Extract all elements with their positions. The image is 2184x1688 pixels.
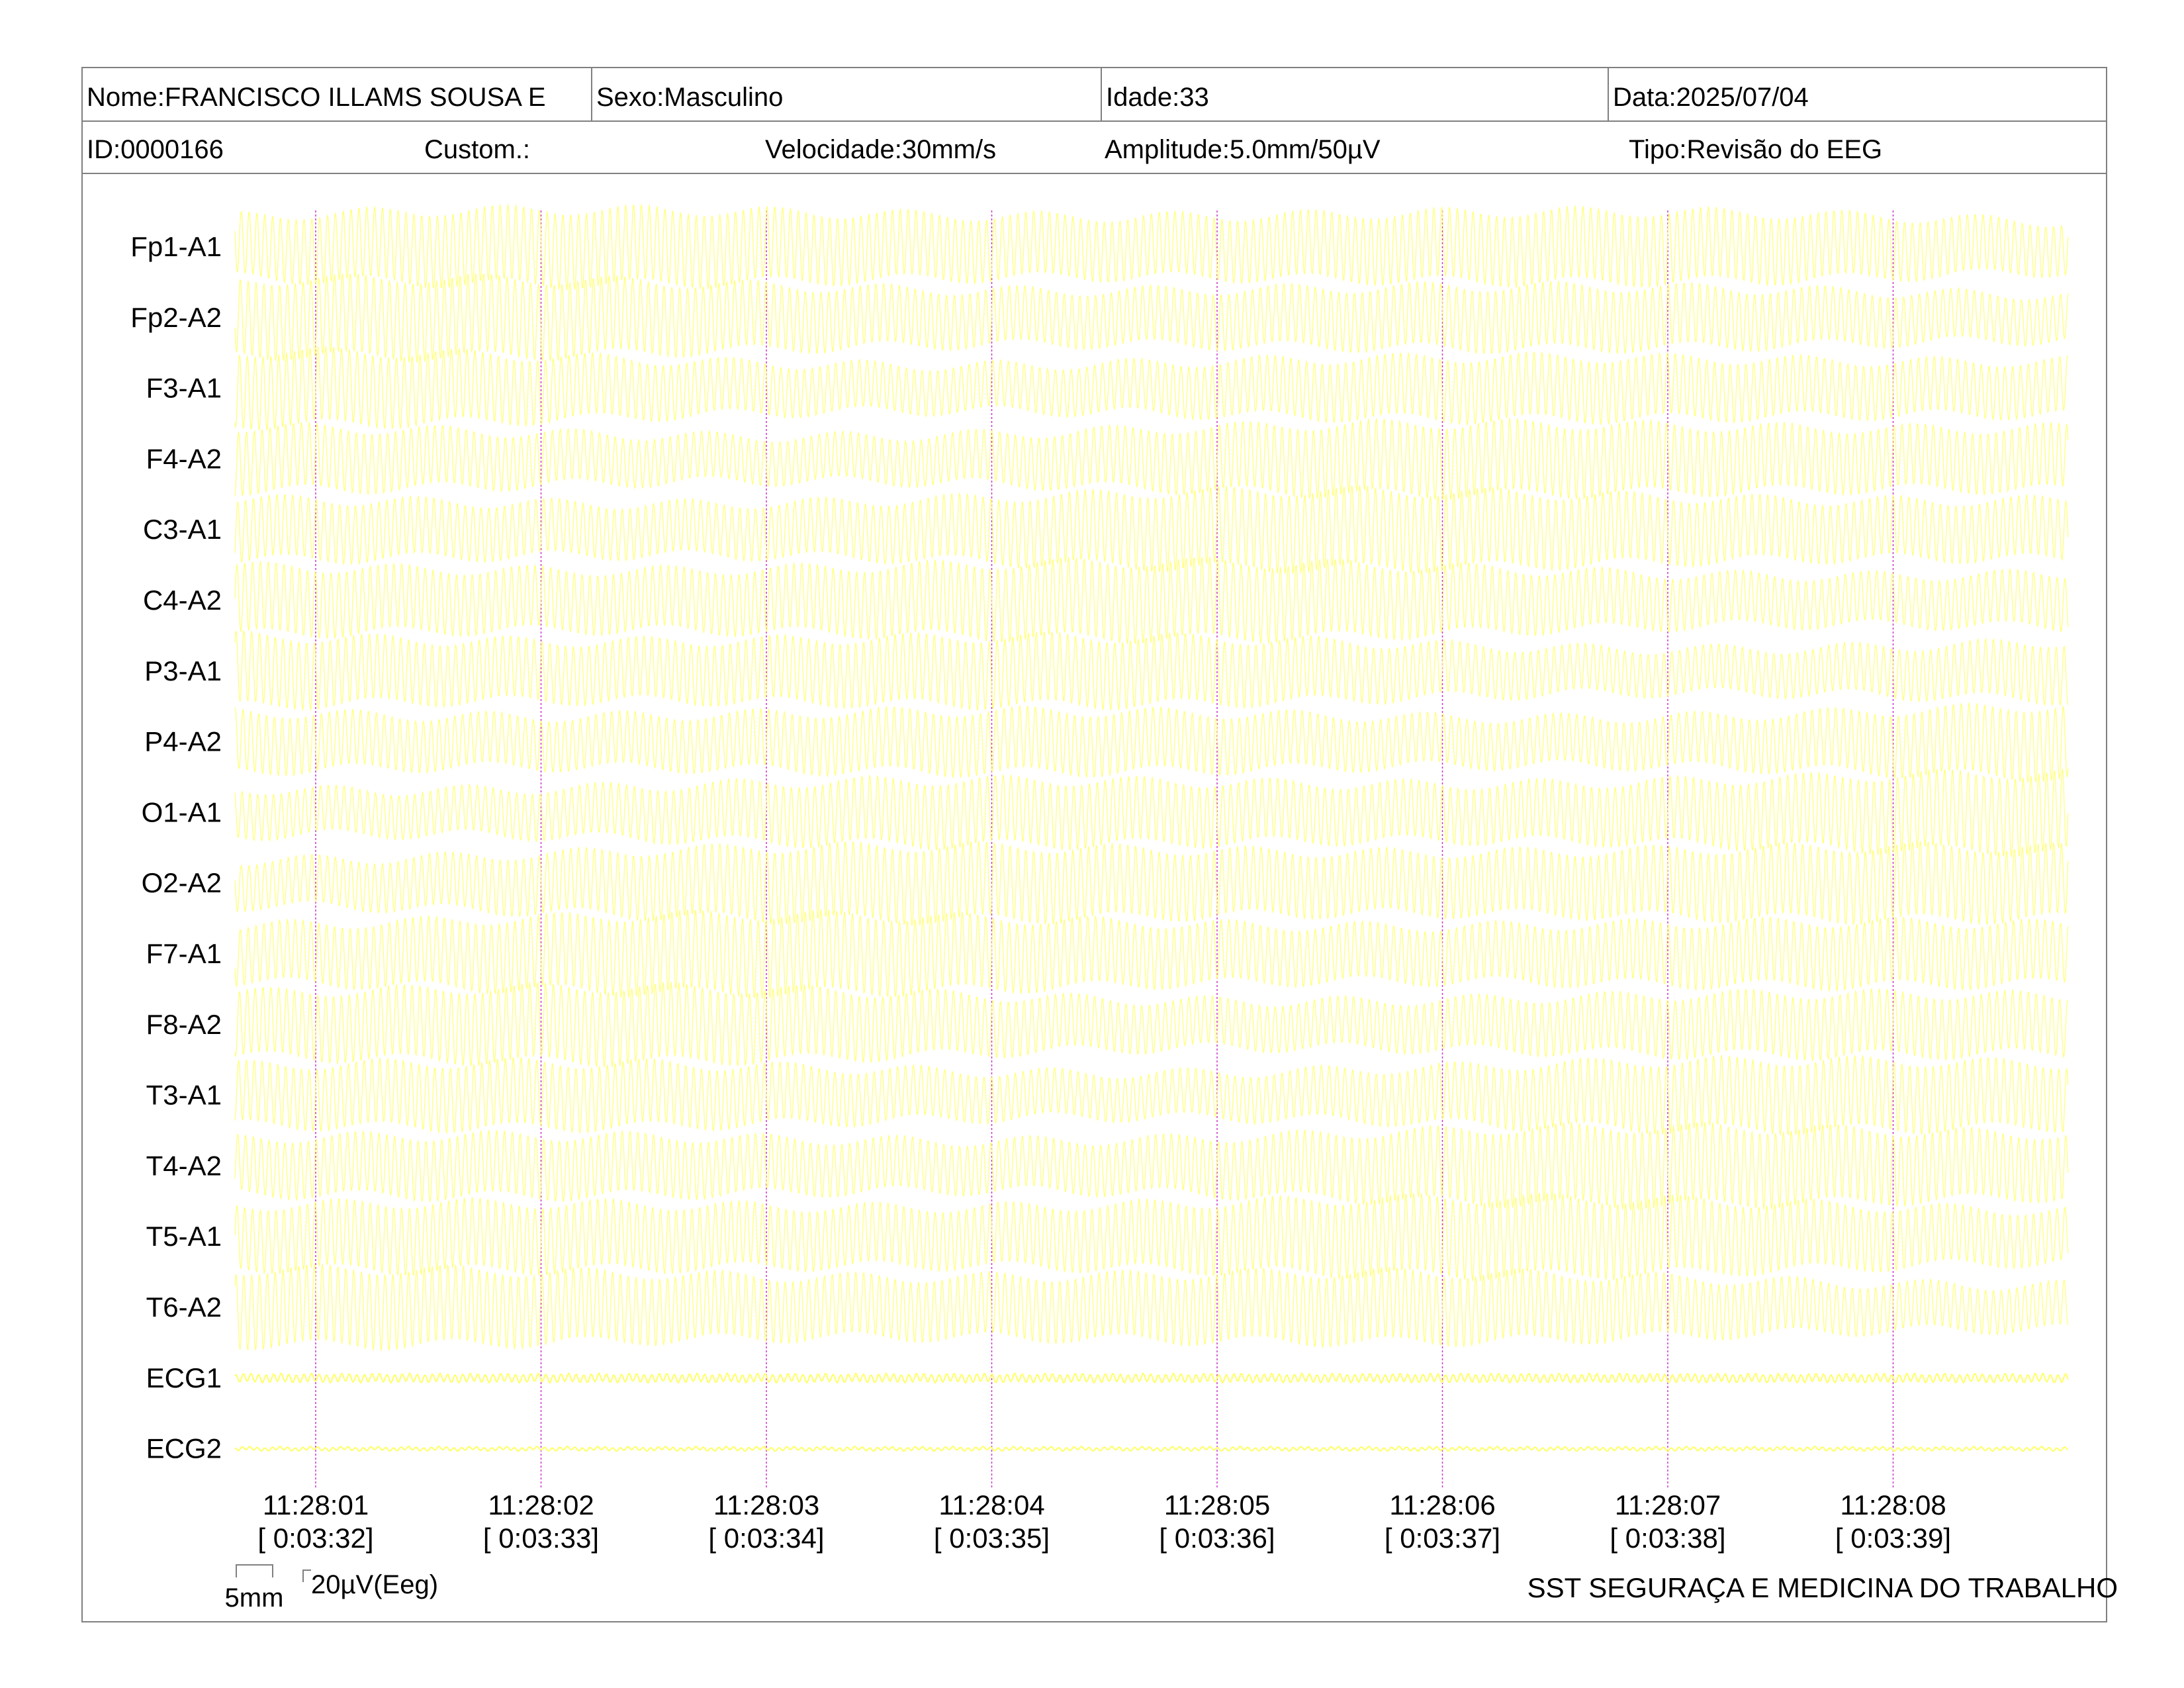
- channel-trace: [234, 273, 2069, 363]
- channel-trace: [234, 841, 2069, 926]
- channel-trace: [234, 630, 2069, 712]
- time-tick-clock: 11:28:03: [713, 1489, 819, 1521]
- time-tick-elapsed: [ 0:03:38]: [1610, 1523, 1725, 1554]
- report-frame: Nome:FRANCISCO ILLAMS SOUSA E Sexo:Mascu…: [81, 67, 2107, 1622]
- scale-amplitude-label: 20µV(Eeg): [311, 1570, 438, 1599]
- channel-label: F7-A1: [146, 938, 222, 969]
- channel-trace: [234, 557, 2069, 644]
- channel-trace: [234, 1263, 2069, 1352]
- header-row-patient: Nome:FRANCISCO ILLAMS SOUSA E Sexo:Mascu…: [83, 68, 2106, 122]
- channel-trace: [234, 1445, 2069, 1452]
- channel-trace: [234, 769, 2069, 857]
- channel-label: O1-A1: [142, 796, 222, 827]
- channel-label: T3-A1: [146, 1080, 222, 1111]
- patient-sex: Sexo:Masculino: [591, 68, 1101, 120]
- time-tick-clock: 11:28:06: [1389, 1489, 1495, 1521]
- channel-label: F8-A2: [146, 1009, 222, 1040]
- scale-time-label: 5mm: [225, 1583, 284, 1613]
- channel-trace: [234, 204, 2069, 291]
- exam-type: Tipo:Revisão do EEG: [1629, 135, 1883, 164]
- time-tick-elapsed: [ 0:03:36]: [1159, 1523, 1275, 1554]
- channel-trace: [234, 418, 2069, 501]
- time-tick-clock: 11:28:01: [263, 1489, 369, 1521]
- channel-label: C3-A1: [143, 514, 222, 545]
- eeg-traces: [234, 204, 2069, 1452]
- patient-age: Idade:33: [1101, 68, 1608, 120]
- channel-label: ECG2: [146, 1433, 222, 1464]
- company-name: SST SEGURAÇA E MEDICINA DO TRABALHO: [1527, 1572, 2118, 1603]
- time-tick-clock: 11:28:02: [488, 1489, 594, 1521]
- channel-trace: [234, 702, 2069, 783]
- channel-trace: [234, 1372, 2069, 1384]
- channel-label: P3-A1: [144, 655, 222, 686]
- header-row-exam: ID:0000166 Custom.: Velocidade:30mm/s Am…: [83, 120, 2106, 174]
- channel-trace: [234, 1055, 2069, 1136]
- exam-date: Data:2025/07/04: [1608, 68, 2107, 120]
- channel-trace: [234, 485, 2069, 575]
- channel-label: Fp1-A1: [130, 231, 222, 262]
- time-tick-elapsed: [ 0:03:33]: [483, 1523, 599, 1554]
- channel-labels: Fp1-A1 Fp2-A2 F3-A1 F4-A2 C3-A1 C4-A2 P3-A1 P4-…: [130, 231, 222, 1464]
- channel-trace: [234, 1193, 2069, 1282]
- channel-trace: [234, 909, 2069, 999]
- patient-name: Nome:FRANCISCO ILLAMS SOUSA E: [87, 83, 546, 112]
- channel-trace: [234, 346, 2069, 431]
- channel-label: F4-A2: [146, 443, 222, 474]
- time-tick-clock: 11:28:08: [1840, 1489, 1946, 1521]
- channel-label: ECG1: [146, 1362, 222, 1393]
- channel-label: Fp2-A2: [130, 302, 222, 333]
- custom-field: Custom.:: [424, 135, 531, 164]
- time-tick-elapsed: [ 0:03:34]: [708, 1523, 824, 1554]
- scale-bar-icon: [236, 1564, 311, 1582]
- channel-label: T6-A2: [146, 1291, 222, 1323]
- time-tick-clock: 11:28:04: [938, 1489, 1044, 1521]
- time-tick-elapsed: [ 0:03:35]: [934, 1523, 1050, 1554]
- channel-label: C4-A2: [143, 585, 222, 616]
- time-tick-elapsed: [ 0:03:39]: [1835, 1523, 1951, 1554]
- patient-id: ID:0000166: [87, 135, 224, 164]
- channel-label: T5-A1: [146, 1221, 222, 1252]
- channel-label: O2-A2: [142, 867, 222, 898]
- time-tick-elapsed: [ 0:03:37]: [1385, 1523, 1500, 1554]
- time-tick-clock: 11:28:07: [1615, 1489, 1721, 1521]
- recording-amplitude: Amplitude:5.0mm/50µV: [1105, 135, 1381, 164]
- channel-label: F3-A1: [146, 373, 222, 404]
- time-tick-clock: 11:28:05: [1164, 1489, 1270, 1521]
- time-tick-labels: 11:28:01[ 0:03:32] 11:28:02[ 0:03:33] 11:2…: [257, 1489, 1951, 1554]
- time-tick-elapsed: [ 0:03:32]: [257, 1523, 373, 1554]
- recording-speed: Velocidade:30mm/s: [765, 135, 997, 164]
- channel-trace: [234, 1121, 2069, 1211]
- channel-label: P4-A2: [144, 726, 222, 757]
- channel-trace: [234, 982, 2069, 1068]
- channel-label: T4-A2: [146, 1150, 222, 1181]
